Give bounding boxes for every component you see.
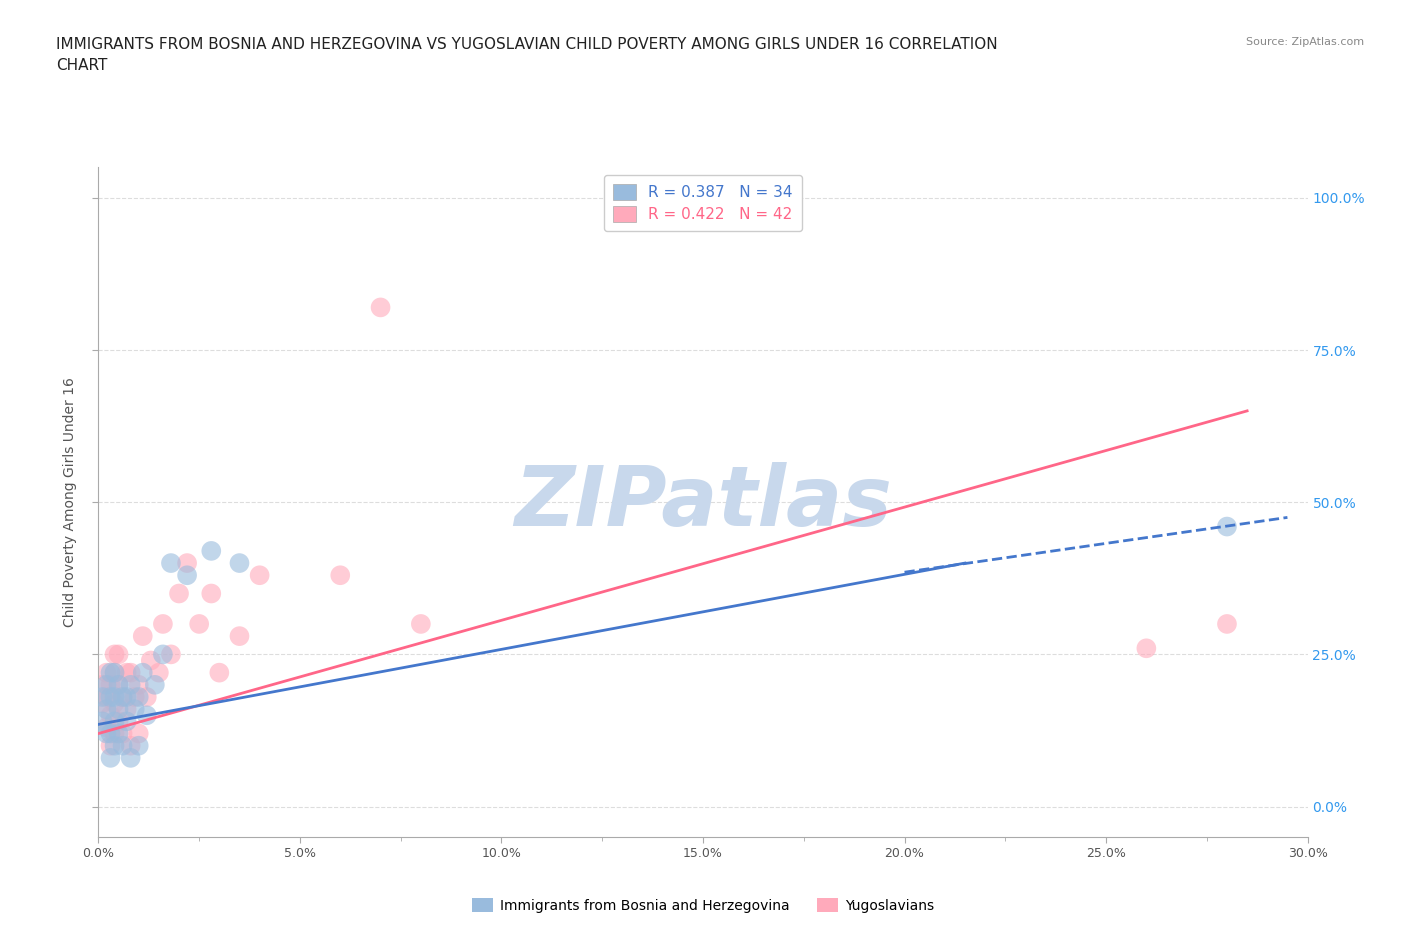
Point [107, 677, 129, 692]
Point [128, 689, 150, 704]
Point [107, 677, 129, 692]
Point [228, 555, 250, 570]
Point [120, 751, 142, 765]
Point [91, 677, 114, 692]
Point [100, 726, 122, 741]
Point [111, 726, 134, 741]
Point [228, 629, 250, 644]
Point [167, 586, 190, 601]
Point [124, 689, 146, 704]
Point [1216, 617, 1239, 631]
Legend: R = 0.387   N = 34, R = 0.422   N = 42: R = 0.387 N = 34, R = 0.422 N = 42 [605, 175, 801, 232]
Point [107, 702, 129, 717]
Point [100, 738, 122, 753]
Point [188, 617, 211, 631]
Point [96, 689, 118, 704]
Point [115, 714, 138, 729]
Point [208, 665, 231, 680]
Point [143, 677, 166, 692]
Point [107, 726, 129, 741]
Point [124, 702, 146, 717]
Point [120, 738, 142, 753]
Point [120, 677, 142, 692]
Point [103, 647, 125, 662]
Point [103, 665, 125, 680]
Point [103, 696, 125, 711]
Point [128, 738, 150, 753]
Point [120, 665, 142, 680]
Point [103, 738, 125, 753]
Point [132, 665, 155, 680]
Text: ZIPatlas: ZIPatlas [515, 461, 891, 543]
Point [100, 708, 122, 723]
Point [100, 751, 122, 765]
Point [409, 617, 432, 631]
Point [100, 665, 122, 680]
Point [91, 689, 114, 704]
Point [96, 726, 118, 741]
Point [200, 586, 222, 601]
Text: Source: ZipAtlas.com: Source: ZipAtlas.com [1246, 37, 1364, 47]
Point [115, 665, 138, 680]
Point [329, 568, 352, 583]
Point [96, 677, 118, 692]
Point [370, 300, 392, 315]
Point [176, 568, 198, 583]
Point [249, 568, 271, 583]
Point [115, 689, 138, 704]
Point [103, 714, 125, 729]
Point [96, 702, 118, 717]
Point [111, 689, 134, 704]
Point [96, 720, 118, 735]
Point [160, 555, 183, 570]
Point [128, 677, 150, 692]
Point [115, 702, 138, 717]
Point [100, 677, 122, 692]
Point [91, 696, 114, 711]
Point [111, 738, 134, 753]
Point [152, 617, 174, 631]
Point [103, 726, 125, 741]
Point [107, 714, 129, 729]
Point [111, 689, 134, 704]
Y-axis label: Child Poverty Among Girls Under 16: Child Poverty Among Girls Under 16 [63, 378, 77, 627]
Point [1135, 641, 1157, 656]
Point [107, 647, 129, 662]
Point [135, 689, 157, 704]
Point [91, 714, 114, 729]
Point [160, 647, 183, 662]
Point [96, 665, 118, 680]
Point [176, 555, 198, 570]
Point [152, 647, 174, 662]
Point [103, 665, 125, 680]
Point [132, 629, 155, 644]
Point [128, 726, 150, 741]
Point [135, 708, 157, 723]
Point [103, 689, 125, 704]
Point [1216, 519, 1239, 534]
Point [100, 689, 122, 704]
Point [148, 665, 170, 680]
Point [200, 543, 222, 558]
Point [139, 653, 162, 668]
Legend: Immigrants from Bosnia and Herzegovina, Yugoslavians: Immigrants from Bosnia and Herzegovina, … [467, 893, 939, 919]
Text: IMMIGRANTS FROM BOSNIA AND HERZEGOVINA VS YUGOSLAVIAN CHILD POVERTY AMONG GIRLS : IMMIGRANTS FROM BOSNIA AND HERZEGOVINA V… [56, 37, 998, 73]
